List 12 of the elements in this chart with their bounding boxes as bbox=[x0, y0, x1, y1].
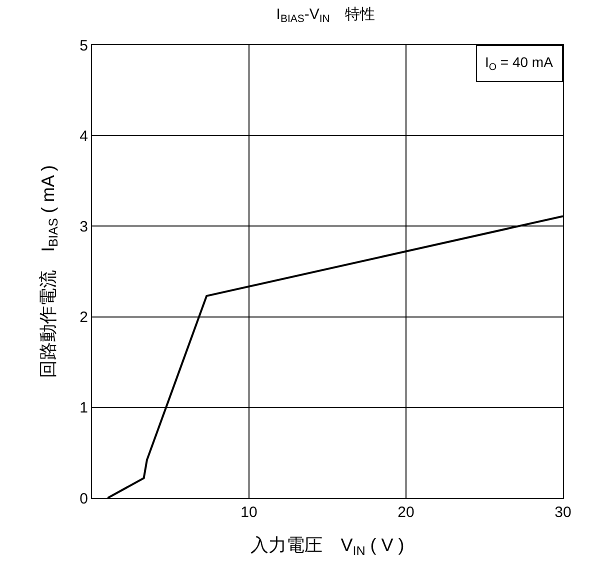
x-tick-label: 30 bbox=[554, 504, 572, 521]
y-tick-label: 3 bbox=[80, 218, 88, 236]
x-tick-label: 10 bbox=[240, 504, 258, 521]
annotation: I$_{O}$ = 40 mA bbox=[485, 54, 554, 73]
x-tick-label: 20 bbox=[398, 504, 414, 521]
y-tick-label: 1 bbox=[80, 400, 88, 417]
y-tick-label: 2 bbox=[80, 309, 88, 326]
y-tick-label: 5 bbox=[80, 37, 88, 54]
y-tick-label: 4 bbox=[80, 128, 88, 145]
y-tick-label: 0 bbox=[80, 490, 88, 508]
chart-title: I$_{BIAS}$-V$_{IN}$ 特性 bbox=[276, 6, 375, 26]
x-axis-title: 入力電圧 V$_{IN}$ ( V ) bbox=[250, 535, 404, 558]
